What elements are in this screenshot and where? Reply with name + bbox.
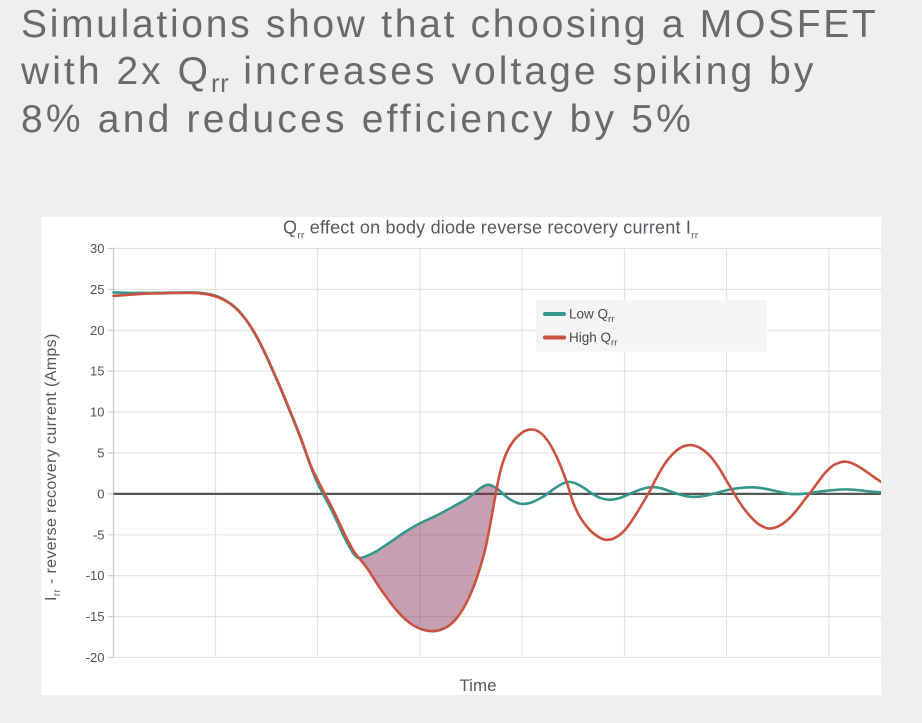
svg-text:-15: -15 [86,609,105,624]
svg-text:5: 5 [97,446,104,461]
svg-text:0: 0 [97,486,104,501]
svg-text:-10: -10 [86,568,105,583]
svg-text:Qrr effect on body diode rever: Qrr effect on body diode reverse recover… [283,218,699,242]
svg-text:15: 15 [90,364,104,379]
svg-text:25: 25 [90,282,104,297]
svg-text:-20: -20 [86,650,105,665]
svg-text:High Qrr: High Qrr [569,330,617,349]
svg-text:30: 30 [90,241,104,256]
svg-text:Time: Time [459,676,496,695]
svg-text:Irr - reverse recovery current: Irr - reverse recovery current (Amps) [43,333,63,601]
svg-text:10: 10 [90,405,104,420]
svg-text:20: 20 [90,323,104,338]
svg-text:Low Qrr: Low Qrr [569,307,614,326]
svg-text:-5: -5 [93,527,105,542]
